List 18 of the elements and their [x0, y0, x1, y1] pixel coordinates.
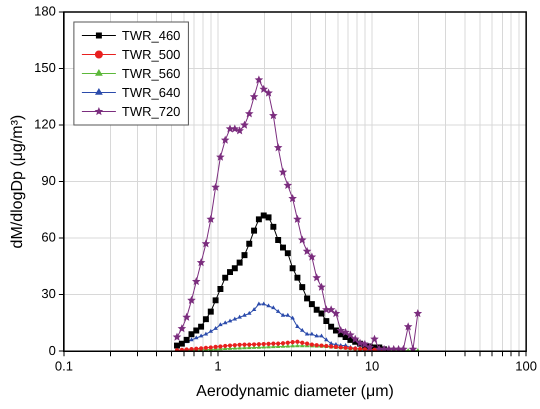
y-tick-label: 30: [41, 286, 56, 302]
x-tick-label: 100: [515, 358, 538, 374]
x-axis-title: Aerodynamic diameter (μm): [196, 382, 394, 400]
legend-label: TWR_500: [122, 47, 180, 62]
legend-label: TWR_460: [122, 28, 180, 44]
legend-label: TWR_720: [122, 104, 180, 120]
legend-label: TWR_640: [122, 85, 180, 100]
y-tick-label: 180: [34, 4, 56, 19]
x-tick-label: 0.1: [54, 358, 73, 374]
y-tick-label: 120: [34, 116, 56, 132]
y-tick-label: 0: [48, 342, 56, 358]
y-axis-title: dM/dlogDp (μg/m³): [9, 114, 26, 248]
legend-label: TWR_560: [122, 66, 180, 82]
x-tick-label: 10: [364, 358, 380, 374]
x-tick-label: 1: [214, 358, 222, 374]
y-tick-label: 90: [41, 173, 56, 188]
y-tick-label: 150: [34, 60, 56, 76]
y-tick-label: 60: [41, 230, 56, 245]
